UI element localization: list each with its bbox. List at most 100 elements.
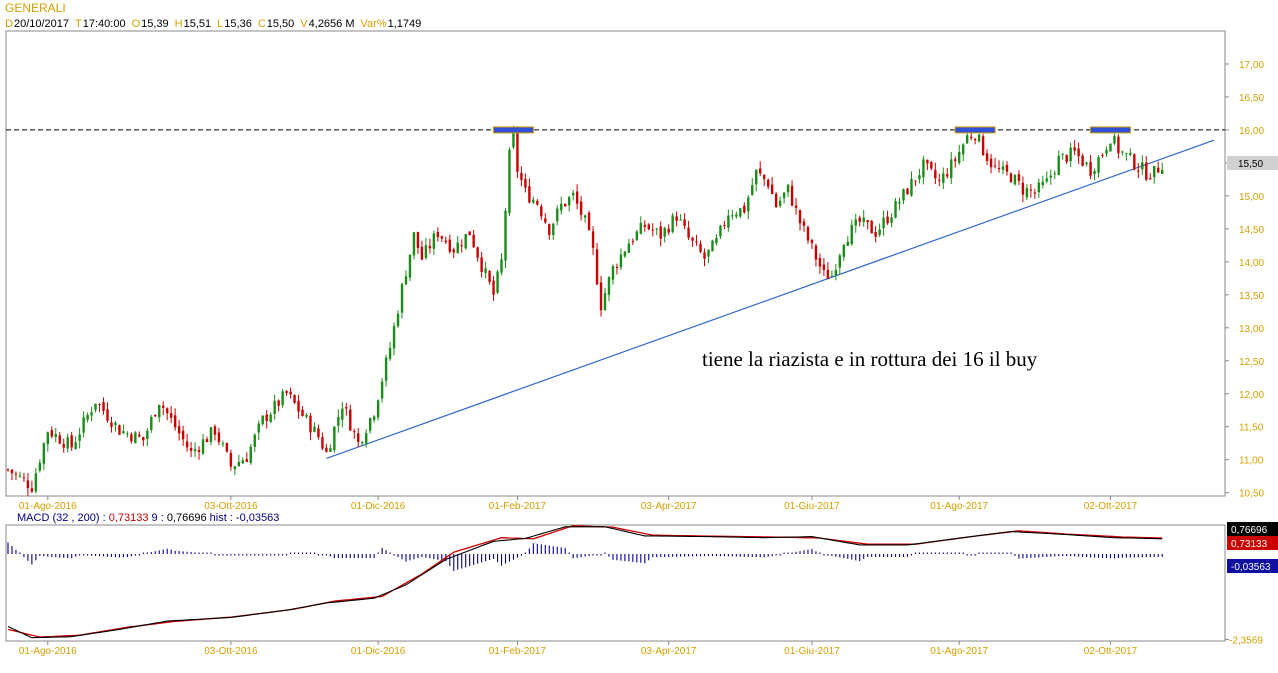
last-price-label: 15,50 xyxy=(1238,159,1263,170)
price-candle xyxy=(874,231,877,237)
price-candle xyxy=(667,228,670,233)
price-candle xyxy=(1149,178,1152,180)
price-candle xyxy=(357,433,360,442)
price-candle xyxy=(257,423,260,433)
price-candle xyxy=(353,431,356,433)
price-candle xyxy=(524,178,527,188)
price-candle xyxy=(603,293,607,311)
price-candle xyxy=(1017,174,1021,182)
price-candle xyxy=(1009,173,1013,183)
price-candle xyxy=(265,414,268,422)
price-candle xyxy=(1041,181,1044,186)
price-tick-label: 14,00 xyxy=(1239,258,1264,269)
date-tick-label: 03-Ott-2016 xyxy=(204,501,258,512)
macd-value: 0,73133 xyxy=(109,512,149,524)
signal-value: 0,76696 xyxy=(167,512,207,524)
price-tick-label: 13,50 xyxy=(1239,291,1264,302)
price-candle xyxy=(301,409,304,416)
price-candle xyxy=(452,249,455,253)
price-candle xyxy=(647,224,650,230)
price-candle xyxy=(408,254,412,278)
price-candle xyxy=(830,275,834,277)
price-candle xyxy=(110,422,113,428)
price-tick-label: 16,50 xyxy=(1239,93,1264,104)
macd-title: MACD xyxy=(17,512,49,524)
price-candle xyxy=(205,439,209,443)
macd-x-axis: 01-Ago-2016 03-Ott-2016 01-Dic-2016 01-Feb-… xyxy=(19,641,1138,657)
price-candle xyxy=(1061,153,1064,155)
price-candle xyxy=(253,434,256,447)
quote-key: T xyxy=(75,18,82,30)
price-candle xyxy=(579,201,583,215)
price-candle xyxy=(910,178,913,196)
price-candle xyxy=(424,245,428,259)
price-candle xyxy=(707,249,710,257)
price-candle xyxy=(102,402,105,411)
price-candle xyxy=(611,265,615,280)
price-candle xyxy=(388,348,392,359)
resistance-marker xyxy=(1089,126,1131,134)
price-candle xyxy=(926,159,929,164)
price-candle xyxy=(671,215,674,233)
quote-info: D20/10/2017 T17:40:00 O15,39 H15,51 L15,36 C1… xyxy=(5,18,421,30)
price-candle xyxy=(552,223,555,236)
price-candle xyxy=(1025,188,1029,198)
price-candle xyxy=(70,435,73,448)
quote-key: H xyxy=(175,18,183,30)
price-candle xyxy=(962,144,965,155)
price-candle xyxy=(472,234,475,248)
price-candle xyxy=(989,158,993,168)
price-candle xyxy=(683,219,686,226)
price-candle xyxy=(118,425,121,435)
price-candle xyxy=(1021,182,1025,195)
price-candle xyxy=(1065,155,1068,162)
price-candle xyxy=(201,439,205,454)
price-candle xyxy=(619,254,623,268)
price-candle xyxy=(858,217,861,222)
macd-date-tick-label: 03-Apr-2017 xyxy=(641,646,697,657)
price-candle xyxy=(834,270,838,276)
price-candle xyxy=(564,203,567,207)
price-candle xyxy=(675,216,678,221)
macd-date-tick-label: 02-Ott-2017 xyxy=(1084,646,1138,657)
price-candle xyxy=(854,219,857,226)
price-candle xyxy=(130,434,133,442)
macd-date-tick-label: 01-Ago-2016 xyxy=(19,646,77,657)
price-candle xyxy=(599,282,603,311)
price-candle xyxy=(1145,162,1148,180)
price-candle xyxy=(711,240,714,252)
price-candle xyxy=(715,237,718,244)
price-candle xyxy=(249,446,252,464)
quote-value: 17:40:00 xyxy=(83,18,126,30)
hist-value: -0,03563 xyxy=(236,512,279,524)
price-candle xyxy=(826,269,830,279)
price-candle xyxy=(755,169,758,185)
quote-key: D xyxy=(5,18,13,30)
price-candle xyxy=(1105,149,1108,154)
price-tick-label: 15,00 xyxy=(1239,192,1264,203)
quote-value: 15,51 xyxy=(184,18,212,30)
price-candle xyxy=(1001,166,1005,170)
quote-key: O xyxy=(132,18,141,30)
price-candle xyxy=(213,426,217,435)
price-candle xyxy=(261,415,264,425)
price-candle xyxy=(229,452,233,467)
price-candle xyxy=(392,326,396,349)
price-candle xyxy=(305,414,308,417)
price-candle xyxy=(794,205,798,208)
price-candle xyxy=(1033,192,1037,194)
price-candle xyxy=(404,276,408,285)
price-candle xyxy=(321,437,324,449)
price-candle xyxy=(679,219,682,221)
price-candle xyxy=(993,165,997,167)
price-candle xyxy=(197,449,201,452)
price-candle xyxy=(798,210,802,224)
price-candle xyxy=(368,418,372,431)
date-tick-label: 03-Apr-2017 xyxy=(641,501,697,512)
price-candle xyxy=(1129,152,1132,156)
price-candle xyxy=(10,469,14,474)
macd-line xyxy=(7,526,1163,639)
price-candle xyxy=(567,197,571,206)
price-candle xyxy=(934,169,937,179)
price-candle xyxy=(544,218,547,223)
